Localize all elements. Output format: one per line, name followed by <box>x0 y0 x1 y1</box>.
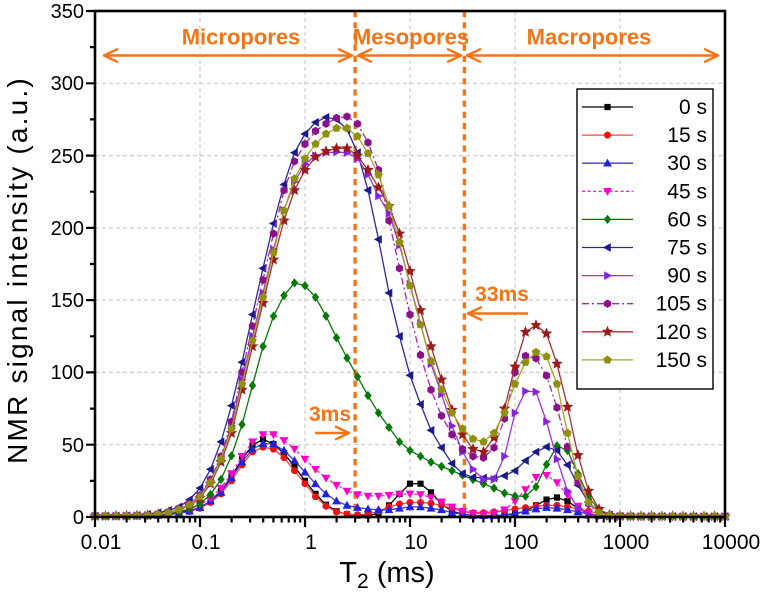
svg-text:0 s: 0 s <box>679 96 707 119</box>
svg-text:10: 10 <box>404 531 427 554</box>
svg-text:10000: 10000 <box>702 531 760 554</box>
svg-text:30 s: 30 s <box>667 152 707 175</box>
svg-text:Mesopores: Mesopores <box>353 25 469 50</box>
svg-text:75 s: 75 s <box>667 237 707 260</box>
svg-text:15 s: 15 s <box>667 124 707 147</box>
svg-text:150: 150 <box>51 290 84 312</box>
svg-text:120 s: 120 s <box>656 321 707 344</box>
svg-text:Micropores: Micropores <box>182 25 301 50</box>
svg-text:0: 0 <box>73 507 84 529</box>
svg-text:350: 350 <box>51 1 84 23</box>
svg-text:1000: 1000 <box>603 531 650 554</box>
svg-text:45 s: 45 s <box>667 180 707 203</box>
svg-text:1: 1 <box>305 531 317 554</box>
svg-text:T2 (ms): T2 (ms) <box>339 557 434 590</box>
svg-text:60 s: 60 s <box>667 208 707 231</box>
svg-text:100: 100 <box>503 531 538 554</box>
svg-text:150 s: 150 s <box>656 349 707 372</box>
svg-text:0.01: 0.01 <box>81 531 122 554</box>
svg-text:0.1: 0.1 <box>191 531 220 554</box>
svg-text:100: 100 <box>51 362 84 384</box>
svg-text:50: 50 <box>62 435 84 457</box>
svg-text:90 s: 90 s <box>667 265 707 288</box>
svg-text:300: 300 <box>51 73 84 95</box>
svg-text:33ms: 33ms <box>475 283 529 306</box>
svg-text:250: 250 <box>51 146 84 168</box>
svg-text:105 s: 105 s <box>656 293 707 316</box>
svg-text:3ms: 3ms <box>309 403 351 426</box>
svg-text:NMR signal intensity (a.u.): NMR signal intensity (a.u.) <box>2 76 33 464</box>
svg-text:200: 200 <box>51 218 84 240</box>
svg-text:Macropores: Macropores <box>527 25 652 50</box>
